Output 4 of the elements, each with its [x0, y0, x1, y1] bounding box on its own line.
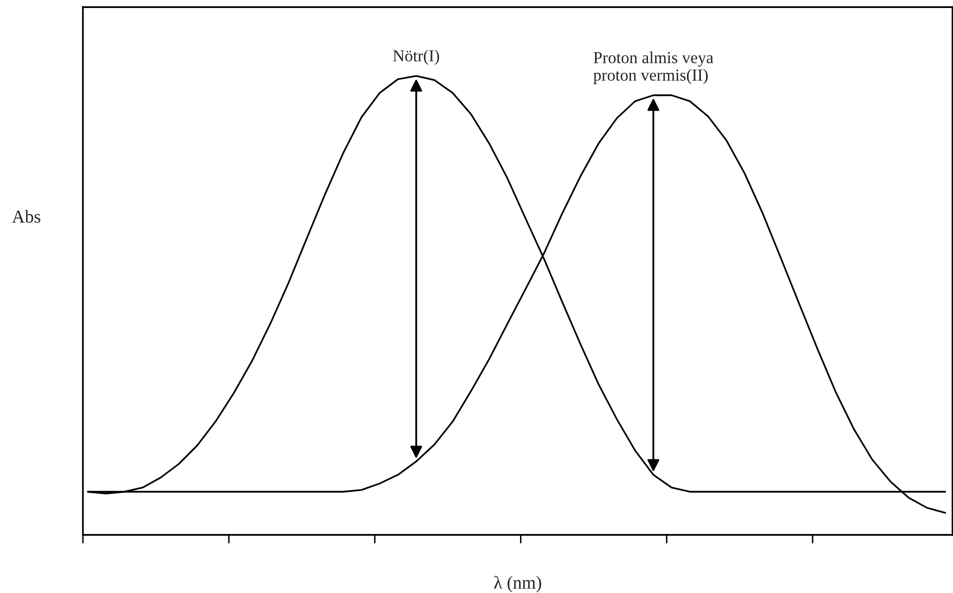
text: Nötr(I): [393, 50, 440, 65]
x-axis-title: λ (nm): [494, 576, 542, 592]
y-axis-title: Abs: [12, 210, 40, 223]
annotation: Proton almis veya proton vermis(II): [593, 52, 714, 84]
